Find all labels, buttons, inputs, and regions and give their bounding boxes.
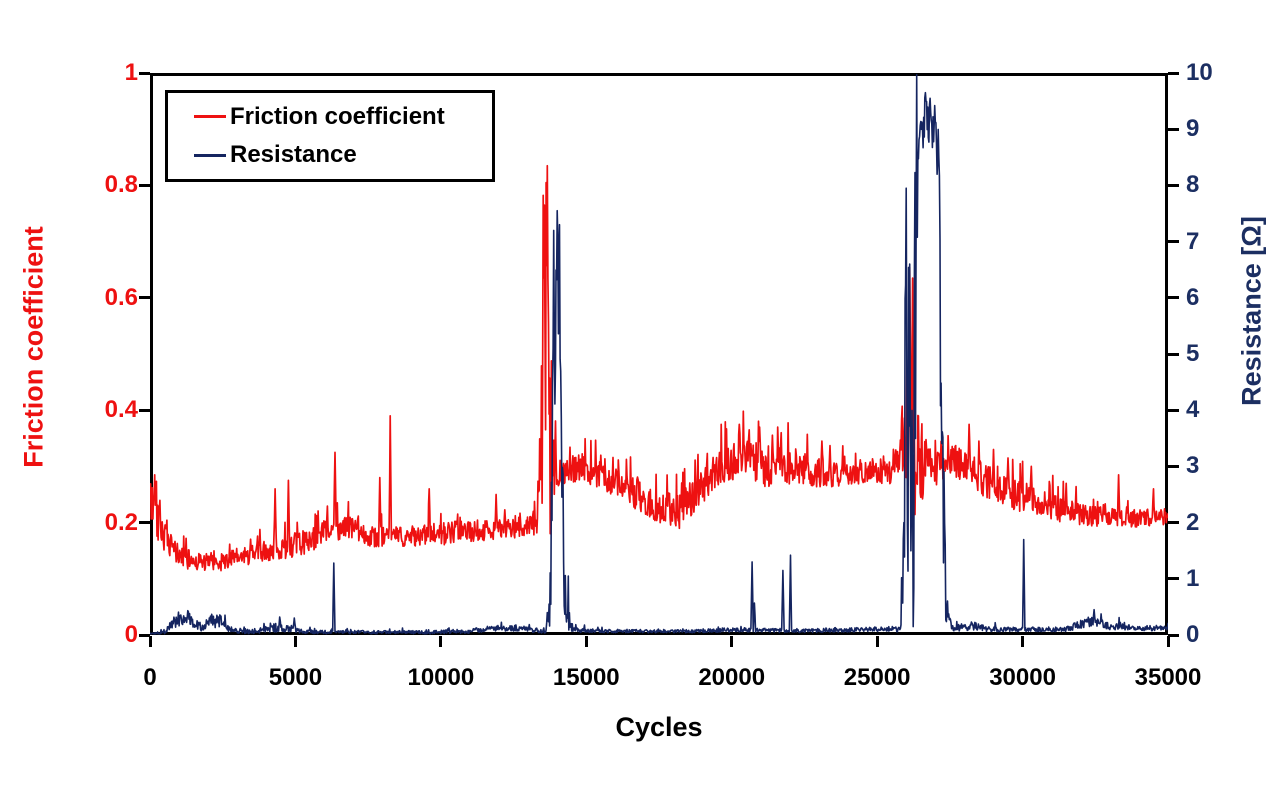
right-tick-label: 5 — [1186, 340, 1200, 367]
x-tick-label: 35000 — [1134, 664, 1202, 691]
left-tick-label: 0.6 — [104, 283, 138, 311]
right-tick-label: 7 — [1186, 227, 1200, 255]
right-tick-mark — [1168, 183, 1179, 187]
x-tick-mark — [293, 636, 297, 647]
x-tick-mark — [1021, 636, 1025, 647]
right-tick-mark — [1168, 127, 1179, 131]
x-tick-mark — [730, 636, 734, 647]
left-tick-mark — [139, 521, 150, 525]
right-tick-mark — [1168, 408, 1179, 412]
right-tick-mark — [1168, 633, 1179, 637]
left-tick-label: 0.8 — [104, 171, 138, 199]
right-tick-mark — [1168, 521, 1179, 525]
resistance-series-line — [150, 73, 1168, 635]
left-tick-mark — [139, 71, 150, 75]
left-tick-label: 1 — [124, 59, 138, 86]
right-axis-title: Resistance [Ω] — [1236, 216, 1267, 406]
right-tick-mark — [1168, 352, 1179, 356]
right-tick-label: 1 — [1186, 564, 1200, 592]
left-tick-label: 0 — [124, 621, 138, 648]
x-tick-label: 20000 — [698, 664, 766, 691]
resistance-line-swatch — [194, 153, 226, 157]
x-axis-title: Cycles — [615, 712, 703, 742]
legend-item-resistance: Resistance — [168, 138, 492, 172]
x-tick-mark — [875, 636, 879, 647]
x-tick-mark — [584, 636, 588, 647]
x-tick-mark — [1166, 636, 1170, 647]
right-tick-label: 8 — [1186, 171, 1200, 199]
right-tick-label: 4 — [1186, 396, 1200, 424]
right-tick-label: 0 — [1186, 621, 1200, 648]
x-tick-label: 30000 — [989, 664, 1056, 691]
x-tick-label: 5000 — [268, 664, 323, 691]
right-tick-mark — [1168, 577, 1179, 581]
left-tick-label: 0.2 — [104, 508, 138, 536]
friction-line-swatch — [194, 115, 226, 119]
legend-item-friction: Friction coefficient — [168, 100, 492, 134]
right-tick-label: 10 — [1186, 59, 1213, 86]
left-axis-title: Friction coefficient — [18, 226, 49, 468]
left-tick-mark — [139, 296, 150, 300]
right-tick-mark — [1168, 296, 1179, 300]
right-tick-label: 3 — [1186, 452, 1200, 480]
x-tick-label: 10000 — [407, 664, 475, 691]
friction-series-line — [150, 164, 1168, 572]
plot-series — [150, 73, 1168, 635]
left-tick-mark — [139, 408, 150, 412]
right-tick-label: 6 — [1186, 283, 1200, 311]
right-tick-mark — [1168, 240, 1179, 244]
left-tick-label: 0.4 — [104, 396, 138, 424]
x-tick-mark — [148, 636, 152, 647]
right-tick-mark — [1168, 71, 1179, 75]
x-tick-label: 0 — [143, 664, 157, 691]
right-tick-label: 9 — [1186, 115, 1200, 143]
legend-label-friction: Friction coefficient — [230, 102, 445, 130]
x-tick-label: 15000 — [552, 664, 620, 691]
legend: Friction coefficient Resistance — [165, 90, 495, 182]
right-tick-mark — [1168, 464, 1179, 468]
right-tick-label: 2 — [1186, 508, 1200, 536]
legend-label-resistance: Resistance — [230, 141, 357, 169]
x-tick-label: 25000 — [843, 664, 911, 691]
x-tick-mark — [439, 636, 443, 647]
left-tick-mark — [139, 633, 150, 637]
left-tick-mark — [139, 183, 150, 187]
plot-area — [150, 73, 1168, 635]
